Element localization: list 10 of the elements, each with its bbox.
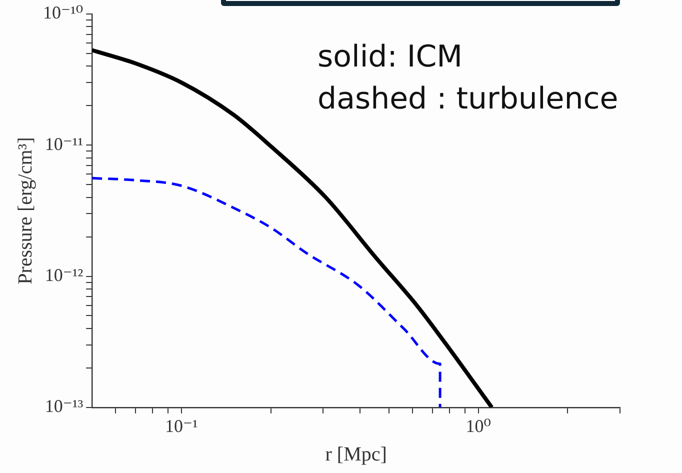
- y-axis-title: Pressure [erg/cm³]: [14, 137, 36, 284]
- annotation: solid: ICM: [318, 39, 463, 74]
- y-tick-label: 10⁻¹²: [44, 265, 84, 285]
- annotation: dashed : turbulence: [318, 81, 618, 116]
- y-tick-label: 10⁻¹³: [44, 396, 84, 416]
- x-axis-title: r [Mpc]: [325, 443, 387, 466]
- y-tick-label: 10⁻¹⁰: [42, 2, 84, 23]
- x-tick-label: 10⁻¹: [165, 416, 198, 436]
- y-tick-label: 10⁻¹¹: [44, 134, 84, 154]
- x-tick-label: 10⁰: [466, 416, 491, 436]
